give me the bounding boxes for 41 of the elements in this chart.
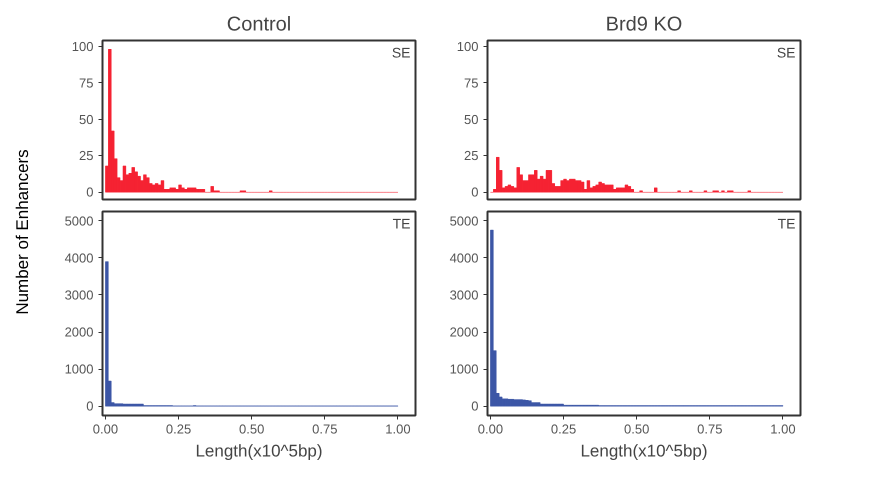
x-axis-title: Length(x10^5bp)	[580, 442, 708, 460]
y-tick-label: 100	[456, 38, 479, 54]
x-tick-label: 0.75	[697, 422, 722, 436]
annotation: TE	[778, 216, 796, 232]
x-axis-title: Length(x10^5bp)	[195, 442, 323, 460]
y-tick-label: 100	[72, 38, 94, 54]
chart-title: Brd9 KO	[606, 14, 682, 36]
y-tick-label: 75	[464, 75, 479, 90]
y-tick-label: 50	[464, 112, 479, 127]
y-tick-label: 4000	[64, 250, 94, 266]
y-tick-label: 5000	[64, 213, 94, 228]
y-tick-label: 5000	[450, 213, 478, 228]
y-tick-label: 3000	[64, 287, 94, 302]
y-tick-label: 2000	[64, 324, 94, 340]
x-tick-label: 0.00	[92, 422, 118, 436]
annotation: SE	[392, 44, 411, 60]
x-tick-label: 1.00	[385, 422, 411, 436]
x-tick-label: 0.50	[624, 422, 650, 436]
y-tick-label: 75	[79, 75, 94, 90]
x-tick-label: 0.00	[478, 422, 504, 436]
x-tick-label: 0.50	[239, 422, 264, 436]
y-tick-label: 2000	[450, 324, 478, 340]
x-tick-label: 0.25	[166, 422, 192, 436]
y-tick-label: 25	[79, 148, 94, 164]
y-axis-title: Number of Enhancers	[13, 149, 32, 315]
annotation: SE	[776, 44, 796, 60]
y-tick-label: 0	[471, 184, 479, 200]
y-tick-label: 1000	[64, 362, 94, 377]
x-tick-label: 0.75	[312, 422, 338, 436]
y-tick-label: 0	[86, 398, 94, 414]
y-tick-label: 4000	[450, 250, 478, 266]
y-tick-label: 25	[464, 148, 479, 164]
y-tick-label: 0	[471, 398, 479, 414]
chart-title: Control	[226, 14, 292, 36]
y-tick-label: 1000	[450, 362, 478, 377]
y-tick-label: 0	[86, 184, 94, 200]
annotation: TE	[392, 216, 410, 232]
y-tick-label: 3000	[450, 287, 478, 302]
y-tick-label: 50	[79, 112, 94, 127]
x-tick-label: 0.25	[550, 422, 576, 436]
x-tick-label: 1.00	[770, 422, 796, 436]
